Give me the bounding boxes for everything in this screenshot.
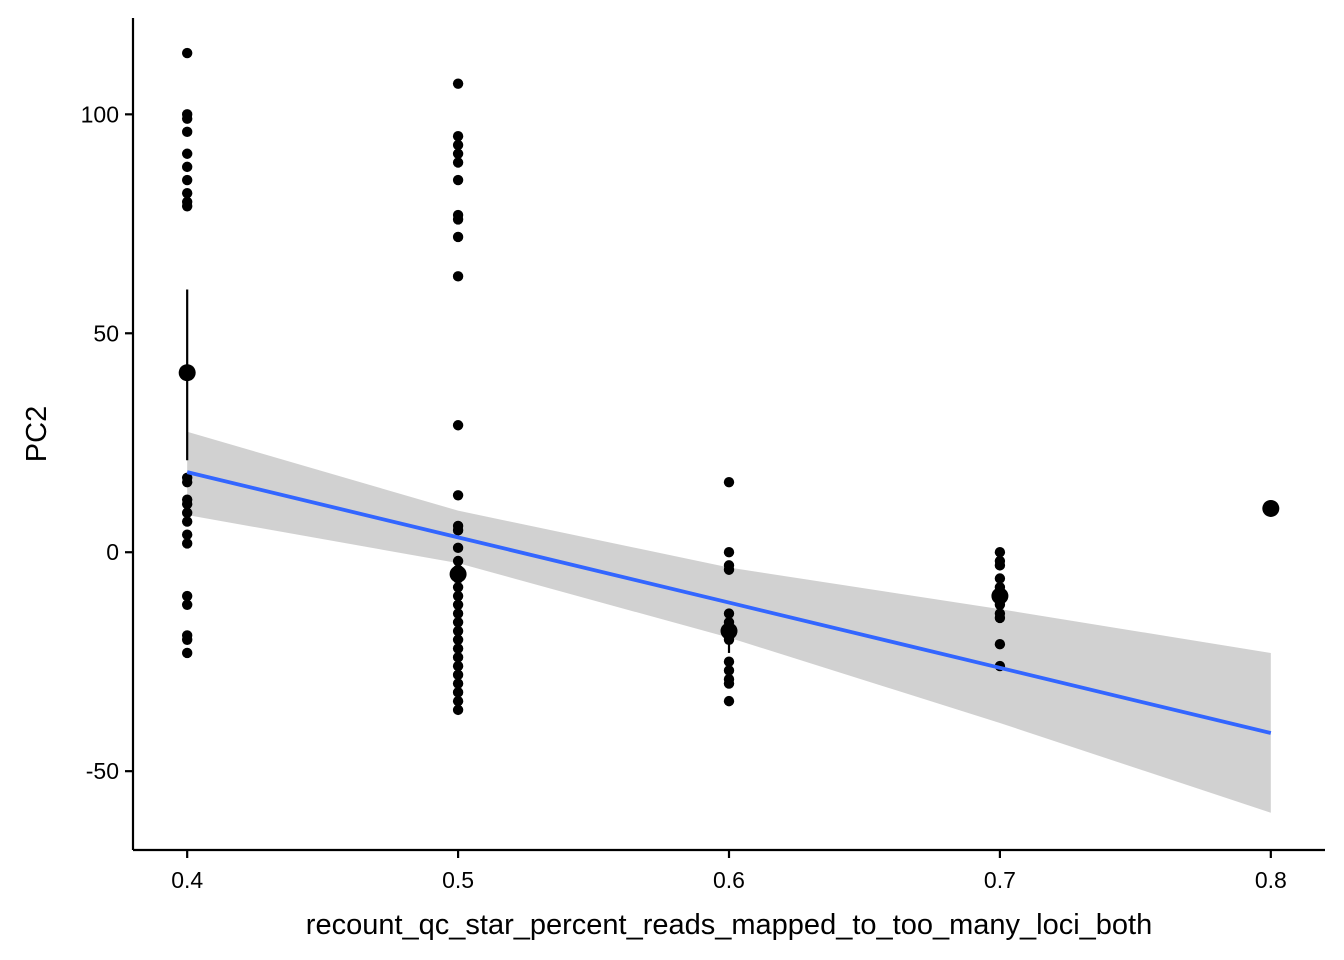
data-point: [181, 507, 193, 519]
data-point: [452, 652, 464, 663]
x-tick-label: 0.4: [171, 867, 203, 893]
data-point: [723, 547, 735, 558]
x-tick-label: 0.7: [984, 867, 1016, 893]
data-point: [452, 420, 464, 431]
y-tick-label: 50: [93, 320, 119, 346]
group-mean-point: [178, 364, 196, 382]
data-point: [452, 582, 464, 593]
data-point: [181, 590, 193, 602]
x-tick-label: 0.5: [442, 867, 474, 893]
data-point: [181, 599, 193, 610]
data-point: [181, 529, 193, 540]
data-point: [452, 625, 464, 637]
data-point: [181, 148, 193, 159]
y-tick-label: -50: [86, 758, 119, 784]
data-point: [994, 547, 1006, 558]
data-point: [994, 560, 1006, 571]
data-point: [181, 47, 193, 59]
x-axis-title: recount_qc_star_percent_reads_mapped_to_…: [306, 909, 1152, 941]
data-point: [181, 113, 193, 124]
data-point: [452, 634, 464, 646]
data-point: [723, 695, 735, 707]
data-point: [181, 476, 193, 488]
data-point: [723, 564, 735, 575]
data-point: [452, 687, 464, 698]
data-point: [452, 704, 464, 716]
x-tick-label: 0.8: [1255, 867, 1287, 893]
data-point: [994, 612, 1006, 624]
regression-line: [186, 470, 1272, 735]
data-point: [452, 660, 464, 672]
fit-line-layer: [186, 470, 1272, 735]
data-point: [452, 231, 464, 243]
data-point: [452, 271, 464, 282]
group-mean-point: [449, 565, 467, 583]
data-point: [452, 542, 464, 554]
data-point: [452, 695, 464, 707]
data-point: [452, 617, 464, 628]
data-point: [723, 665, 735, 676]
data-point: [452, 490, 464, 501]
data-point: [452, 214, 464, 225]
data-point: [452, 139, 464, 151]
y-tick-label: 0: [106, 539, 119, 565]
group-mean-point: [991, 587, 1009, 605]
data-point: [452, 599, 464, 610]
data-point: [452, 131, 464, 142]
data-point: [994, 638, 1006, 650]
data-point: [181, 538, 193, 549]
data-point: [181, 161, 193, 173]
data-point: [452, 525, 464, 536]
data-point: [452, 608, 464, 619]
data-point: [723, 678, 735, 689]
data-point: [181, 174, 193, 186]
y-axis-title: PC2: [21, 406, 53, 462]
data-point: [723, 656, 735, 667]
data-point: [452, 643, 464, 654]
group-means-layer: [178, 289, 1280, 653]
data-point: [452, 157, 464, 168]
x-tick-label: 0.6: [713, 867, 745, 893]
data-point: [181, 516, 193, 527]
group-mean-point: [1262, 499, 1280, 517]
data-point: [452, 555, 464, 567]
group-mean-point: [720, 622, 738, 640]
data-point: [452, 678, 464, 689]
data-point: [452, 148, 464, 159]
data-point: [181, 126, 193, 138]
data-point: [181, 498, 193, 510]
data-point: [452, 590, 464, 602]
data-point: [181, 647, 193, 659]
data-point: [452, 78, 464, 89]
data-point: [181, 187, 193, 199]
points-layer: [181, 47, 1006, 716]
data-point: [452, 174, 464, 186]
y-tick-label: 100: [81, 101, 119, 127]
y-ticks: -50 0 50 100: [81, 101, 133, 784]
data-point: [452, 669, 464, 681]
data-point: [723, 476, 735, 488]
data-point: [994, 573, 1006, 584]
data-point: [181, 634, 193, 646]
x-ticks: 0.4 0.5 0.6 0.7 0.8: [171, 850, 1287, 893]
data-point: [181, 201, 193, 212]
